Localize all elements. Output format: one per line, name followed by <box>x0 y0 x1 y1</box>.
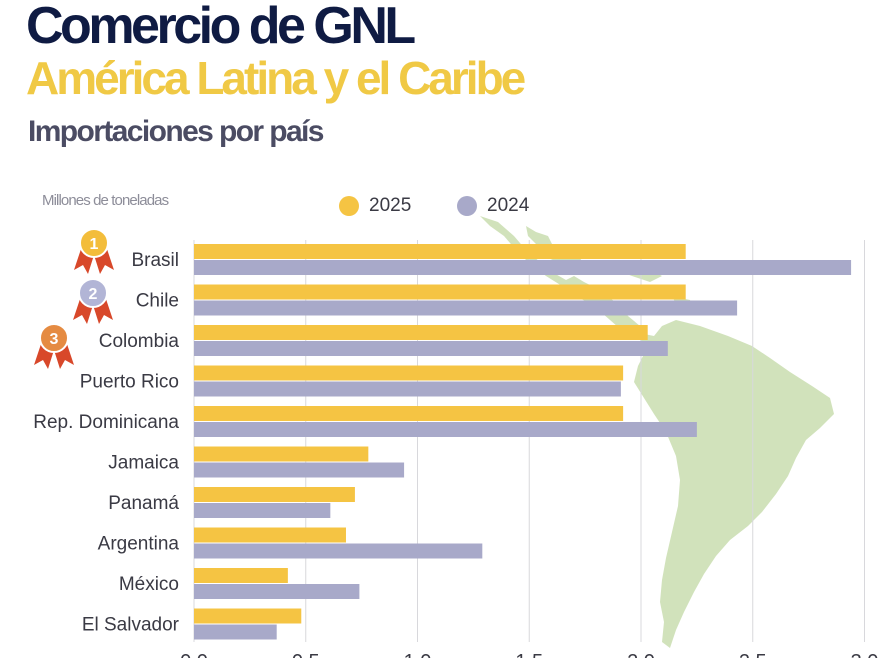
unit-label: Millones de toneladas <box>42 192 169 209</box>
bar-2024 <box>194 260 852 275</box>
legend-item-2025: 2025 <box>339 195 411 217</box>
bar-2025 <box>194 325 648 340</box>
medals: 1 2 3 <box>34 228 114 369</box>
bar-2025 <box>194 244 686 259</box>
category-label: Puerto Rico <box>80 372 179 393</box>
x-tick-label: 0.5 <box>292 651 320 658</box>
bar-2025 <box>194 568 288 583</box>
bar-2025 <box>194 487 355 502</box>
medal-ribbon <box>34 344 74 369</box>
category-labels: Brasil Chile Colombia Puerto Rico Rep. Domin… <box>33 250 179 636</box>
x-tick-label: 0.0 <box>180 651 208 658</box>
category-label: Argentina <box>98 534 180 555</box>
bar-2025 <box>194 406 624 421</box>
category-label: Brasil <box>131 250 179 271</box>
x-tick-label: 3.0 <box>851 651 879 658</box>
bar-2024 <box>194 624 277 640</box>
bar-2025 <box>194 608 302 624</box>
x-tick-label: 2.0 <box>627 651 655 658</box>
category-label: Colombia <box>99 331 180 352</box>
medal-disc <box>39 323 69 353</box>
medal-disc <box>78 278 108 308</box>
chart-subtitle: América Latina y el Caribe <box>26 52 526 104</box>
category-label: México <box>119 574 179 595</box>
bar-2024 <box>194 341 668 356</box>
legend-item-2024: 2024 <box>457 195 529 217</box>
bar-2024 <box>194 584 360 599</box>
category-label: Chile <box>136 291 179 312</box>
chart-section-title: Importaciones por país <box>28 115 324 148</box>
bar-2025 <box>194 446 369 462</box>
legend-swatch-2024 <box>457 196 477 216</box>
x-tick-label: 1.5 <box>515 651 543 658</box>
medal-rank: 2 <box>89 286 98 303</box>
bar-2024 <box>194 503 331 518</box>
legend-label-2024: 2024 <box>487 195 530 216</box>
medal-rank: 1 <box>90 236 99 253</box>
x-tick-label: 2.5 <box>739 651 767 658</box>
legend-swatch-2025 <box>339 196 359 216</box>
category-label: El Salvador <box>82 615 180 636</box>
bar-2025 <box>194 527 346 543</box>
bar-2024 <box>194 381 621 397</box>
category-label: Panamá <box>108 493 179 514</box>
category-label: Rep. Dominicana <box>33 412 179 433</box>
latin-america-map-silhouette <box>480 216 834 648</box>
bar-2024 <box>194 422 697 437</box>
bar-2024 <box>194 300 738 316</box>
x-tick-label: 1.0 <box>404 651 432 658</box>
category-label: Jamaica <box>108 453 179 474</box>
medal-1: 1 <box>74 228 114 274</box>
bar-2025 <box>194 365 624 381</box>
medal-disc <box>79 228 109 258</box>
medal-ribbon <box>73 299 113 324</box>
bars <box>194 244 852 640</box>
bar-2025 <box>194 284 686 300</box>
medal-ribbon <box>74 249 114 274</box>
medal-3: 3 <box>34 323 74 369</box>
legend-label-2025: 2025 <box>369 195 412 216</box>
chart-title: Comercio de GNL <box>26 0 416 55</box>
medal-rank: 3 <box>50 331 59 348</box>
bar-2024 <box>194 462 405 478</box>
bar-2024 <box>194 543 483 559</box>
medal-2: 2 <box>73 278 113 324</box>
x-tick-labels: 0.0 0.5 1.0 1.5 2.0 2.5 3.0 <box>180 651 878 658</box>
